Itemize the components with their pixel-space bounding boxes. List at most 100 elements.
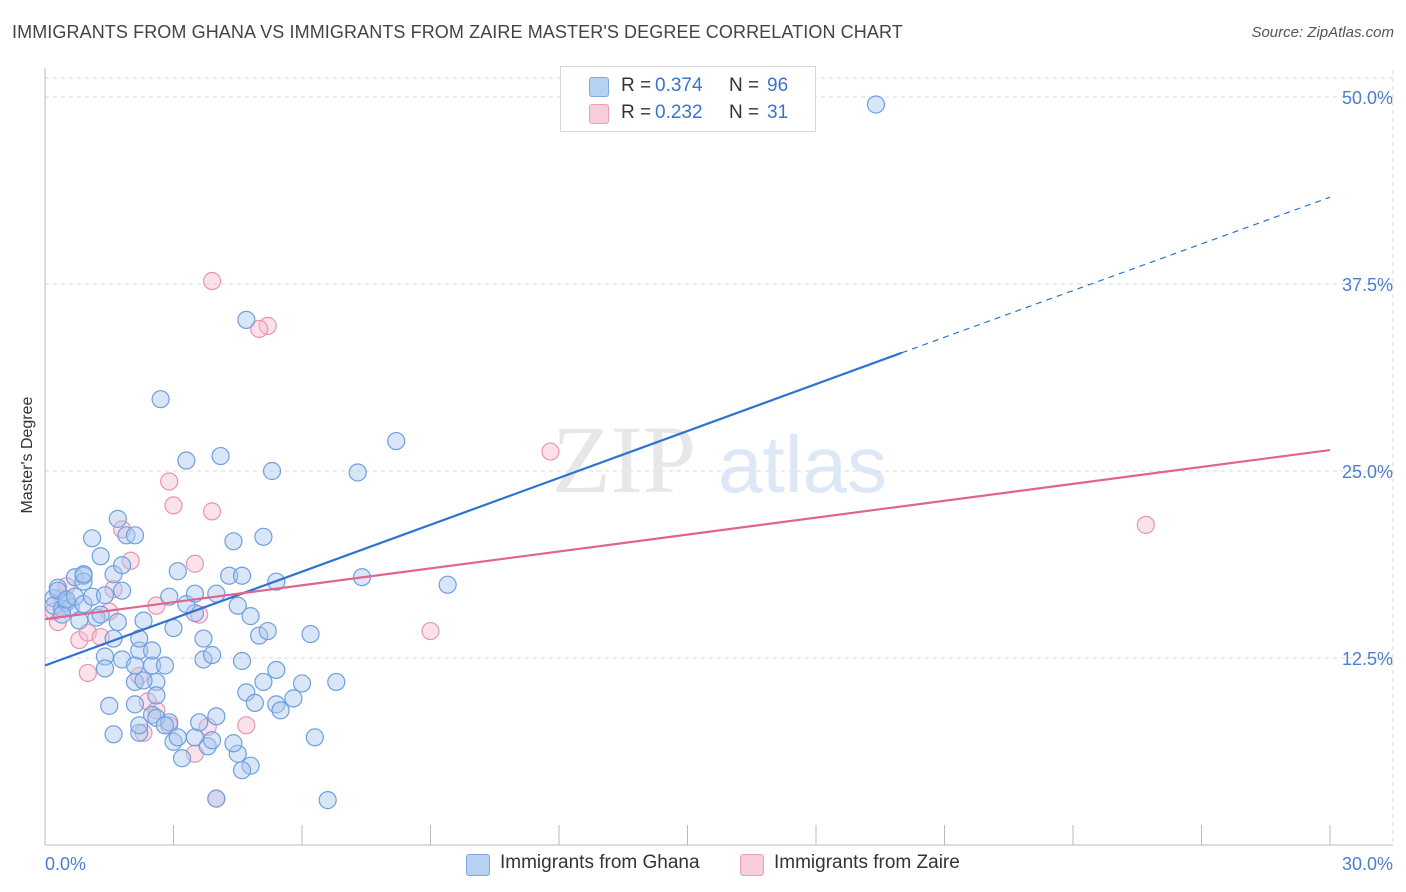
ghana-point bbox=[112, 581, 132, 600]
ghana-point bbox=[53, 605, 72, 624]
ghana-point bbox=[142, 641, 162, 660]
ghana-point bbox=[151, 390, 170, 409]
ghana-point bbox=[70, 611, 89, 630]
ghana-point bbox=[232, 566, 252, 585]
ghana-point bbox=[237, 310, 256, 330]
zaire-point bbox=[202, 502, 222, 521]
ghana-point bbox=[83, 529, 102, 548]
legend-row-zaire: R = 0.232 N = 31 bbox=[561, 102, 815, 130]
ghana-point bbox=[438, 575, 457, 594]
ghana-point bbox=[258, 621, 277, 641]
chart-source: Source: ZipAtlas.com bbox=[1251, 24, 1394, 41]
ghana-point bbox=[387, 431, 406, 451]
bottom-legend-swatch-zaire bbox=[740, 854, 764, 876]
ghana-point bbox=[185, 728, 205, 747]
legend-swatch-zaire bbox=[589, 104, 609, 124]
ghana-point bbox=[224, 734, 243, 753]
ghana-point bbox=[112, 556, 132, 575]
ghana-point bbox=[108, 612, 127, 632]
ghana-point bbox=[254, 527, 273, 546]
ghana-point bbox=[220, 566, 239, 585]
zaire-point bbox=[250, 319, 269, 338]
ghana-point bbox=[232, 761, 252, 780]
ghana-point bbox=[228, 596, 247, 615]
legend-n-value: 31 bbox=[767, 102, 789, 123]
ghana-points bbox=[44, 95, 886, 810]
ghana-point bbox=[292, 674, 312, 693]
ghana-point bbox=[327, 672, 346, 692]
stats-legend: R = 0.374 N = 96 R = 0.232 N = 31 bbox=[560, 66, 816, 132]
ghana-point bbox=[130, 716, 149, 735]
ghana-point bbox=[95, 659, 115, 678]
ghana-point bbox=[305, 728, 324, 747]
ghana-point bbox=[202, 731, 222, 750]
ghana-point bbox=[194, 650, 213, 669]
legend-r-label: R = bbox=[621, 102, 652, 123]
ghana-trendline bbox=[44, 351, 903, 667]
y-tick-labels: 12.5% 25.0% 37.5% 50.0% bbox=[1342, 88, 1393, 669]
legend-row-ghana: R = 0.374 N = 96 bbox=[561, 75, 815, 103]
ghana-point bbox=[232, 651, 252, 671]
ghana-point bbox=[348, 463, 367, 482]
zaire-point bbox=[202, 271, 222, 291]
y-tick-label: 12.5% bbox=[1342, 649, 1393, 669]
ghana-point bbox=[271, 701, 290, 720]
ghana-point bbox=[245, 693, 264, 712]
chart-title: IMMIGRANTS FROM GHANA VS IMMIGRANTS FROM… bbox=[12, 22, 903, 42]
zaire-point bbox=[78, 663, 97, 683]
ghana-point bbox=[108, 509, 127, 528]
ghana-point bbox=[147, 686, 166, 705]
ghana-point bbox=[125, 695, 145, 714]
ghana-point bbox=[202, 645, 222, 665]
legend-r-label: R = bbox=[621, 75, 652, 96]
y-tick-label: 25.0% bbox=[1342, 462, 1393, 482]
zaire-trendline bbox=[44, 448, 1331, 621]
y-tick-label: 37.5% bbox=[1342, 275, 1393, 295]
ghana-point bbox=[142, 656, 162, 675]
bottom-legend-ghana: Immigrants from Ghana bbox=[500, 852, 700, 873]
ghana-point bbox=[224, 532, 243, 551]
ghana-point bbox=[91, 547, 110, 566]
ghana-point bbox=[74, 572, 93, 591]
ghana-point bbox=[194, 629, 213, 648]
ghana-point bbox=[95, 586, 115, 605]
ghana-point bbox=[254, 672, 273, 692]
axes bbox=[44, 68, 1393, 846]
ghana-point bbox=[866, 95, 886, 114]
ghana-point bbox=[104, 725, 123, 744]
ghana-point bbox=[318, 791, 337, 810]
ghana-point bbox=[241, 756, 260, 775]
zaire-points bbox=[44, 271, 1155, 808]
ghana-point bbox=[262, 461, 282, 481]
ghana-point bbox=[155, 716, 175, 735]
legend-swatch-ghana bbox=[589, 77, 609, 97]
ghana-point bbox=[155, 656, 175, 675]
ghana-trendline-extension bbox=[901, 196, 1331, 354]
zaire-point bbox=[160, 472, 179, 491]
ghana-point bbox=[91, 605, 110, 624]
ghana-point bbox=[267, 660, 286, 680]
trendlines bbox=[44, 196, 1331, 667]
ghana-point bbox=[125, 656, 145, 675]
ghana-point bbox=[284, 689, 303, 708]
ghana-point bbox=[177, 451, 196, 470]
zaire-point bbox=[1136, 515, 1155, 534]
legend-n-label: N = bbox=[729, 102, 760, 123]
ghana-point bbox=[241, 607, 260, 626]
ghana-point bbox=[168, 562, 187, 581]
zaire-point bbox=[121, 551, 140, 570]
x-tick-labels: 0.0% 30.0% bbox=[45, 854, 1393, 874]
ghana-point bbox=[134, 671, 153, 690]
ghana-point bbox=[228, 744, 247, 763]
ghana-point bbox=[250, 626, 269, 645]
zaire-point bbox=[421, 621, 440, 641]
zaire-point bbox=[237, 716, 256, 735]
ghana-point bbox=[211, 446, 230, 466]
ghana-point bbox=[130, 723, 149, 742]
ghana-point bbox=[301, 624, 320, 644]
legend-r-value: 0.374 bbox=[655, 75, 703, 96]
legend-n-value: 96 bbox=[767, 75, 789, 96]
y-tick-label: 50.0% bbox=[1342, 88, 1393, 108]
ghana-point bbox=[125, 526, 145, 545]
bottom-legend-zaire: Immigrants from Zaire bbox=[774, 852, 960, 873]
